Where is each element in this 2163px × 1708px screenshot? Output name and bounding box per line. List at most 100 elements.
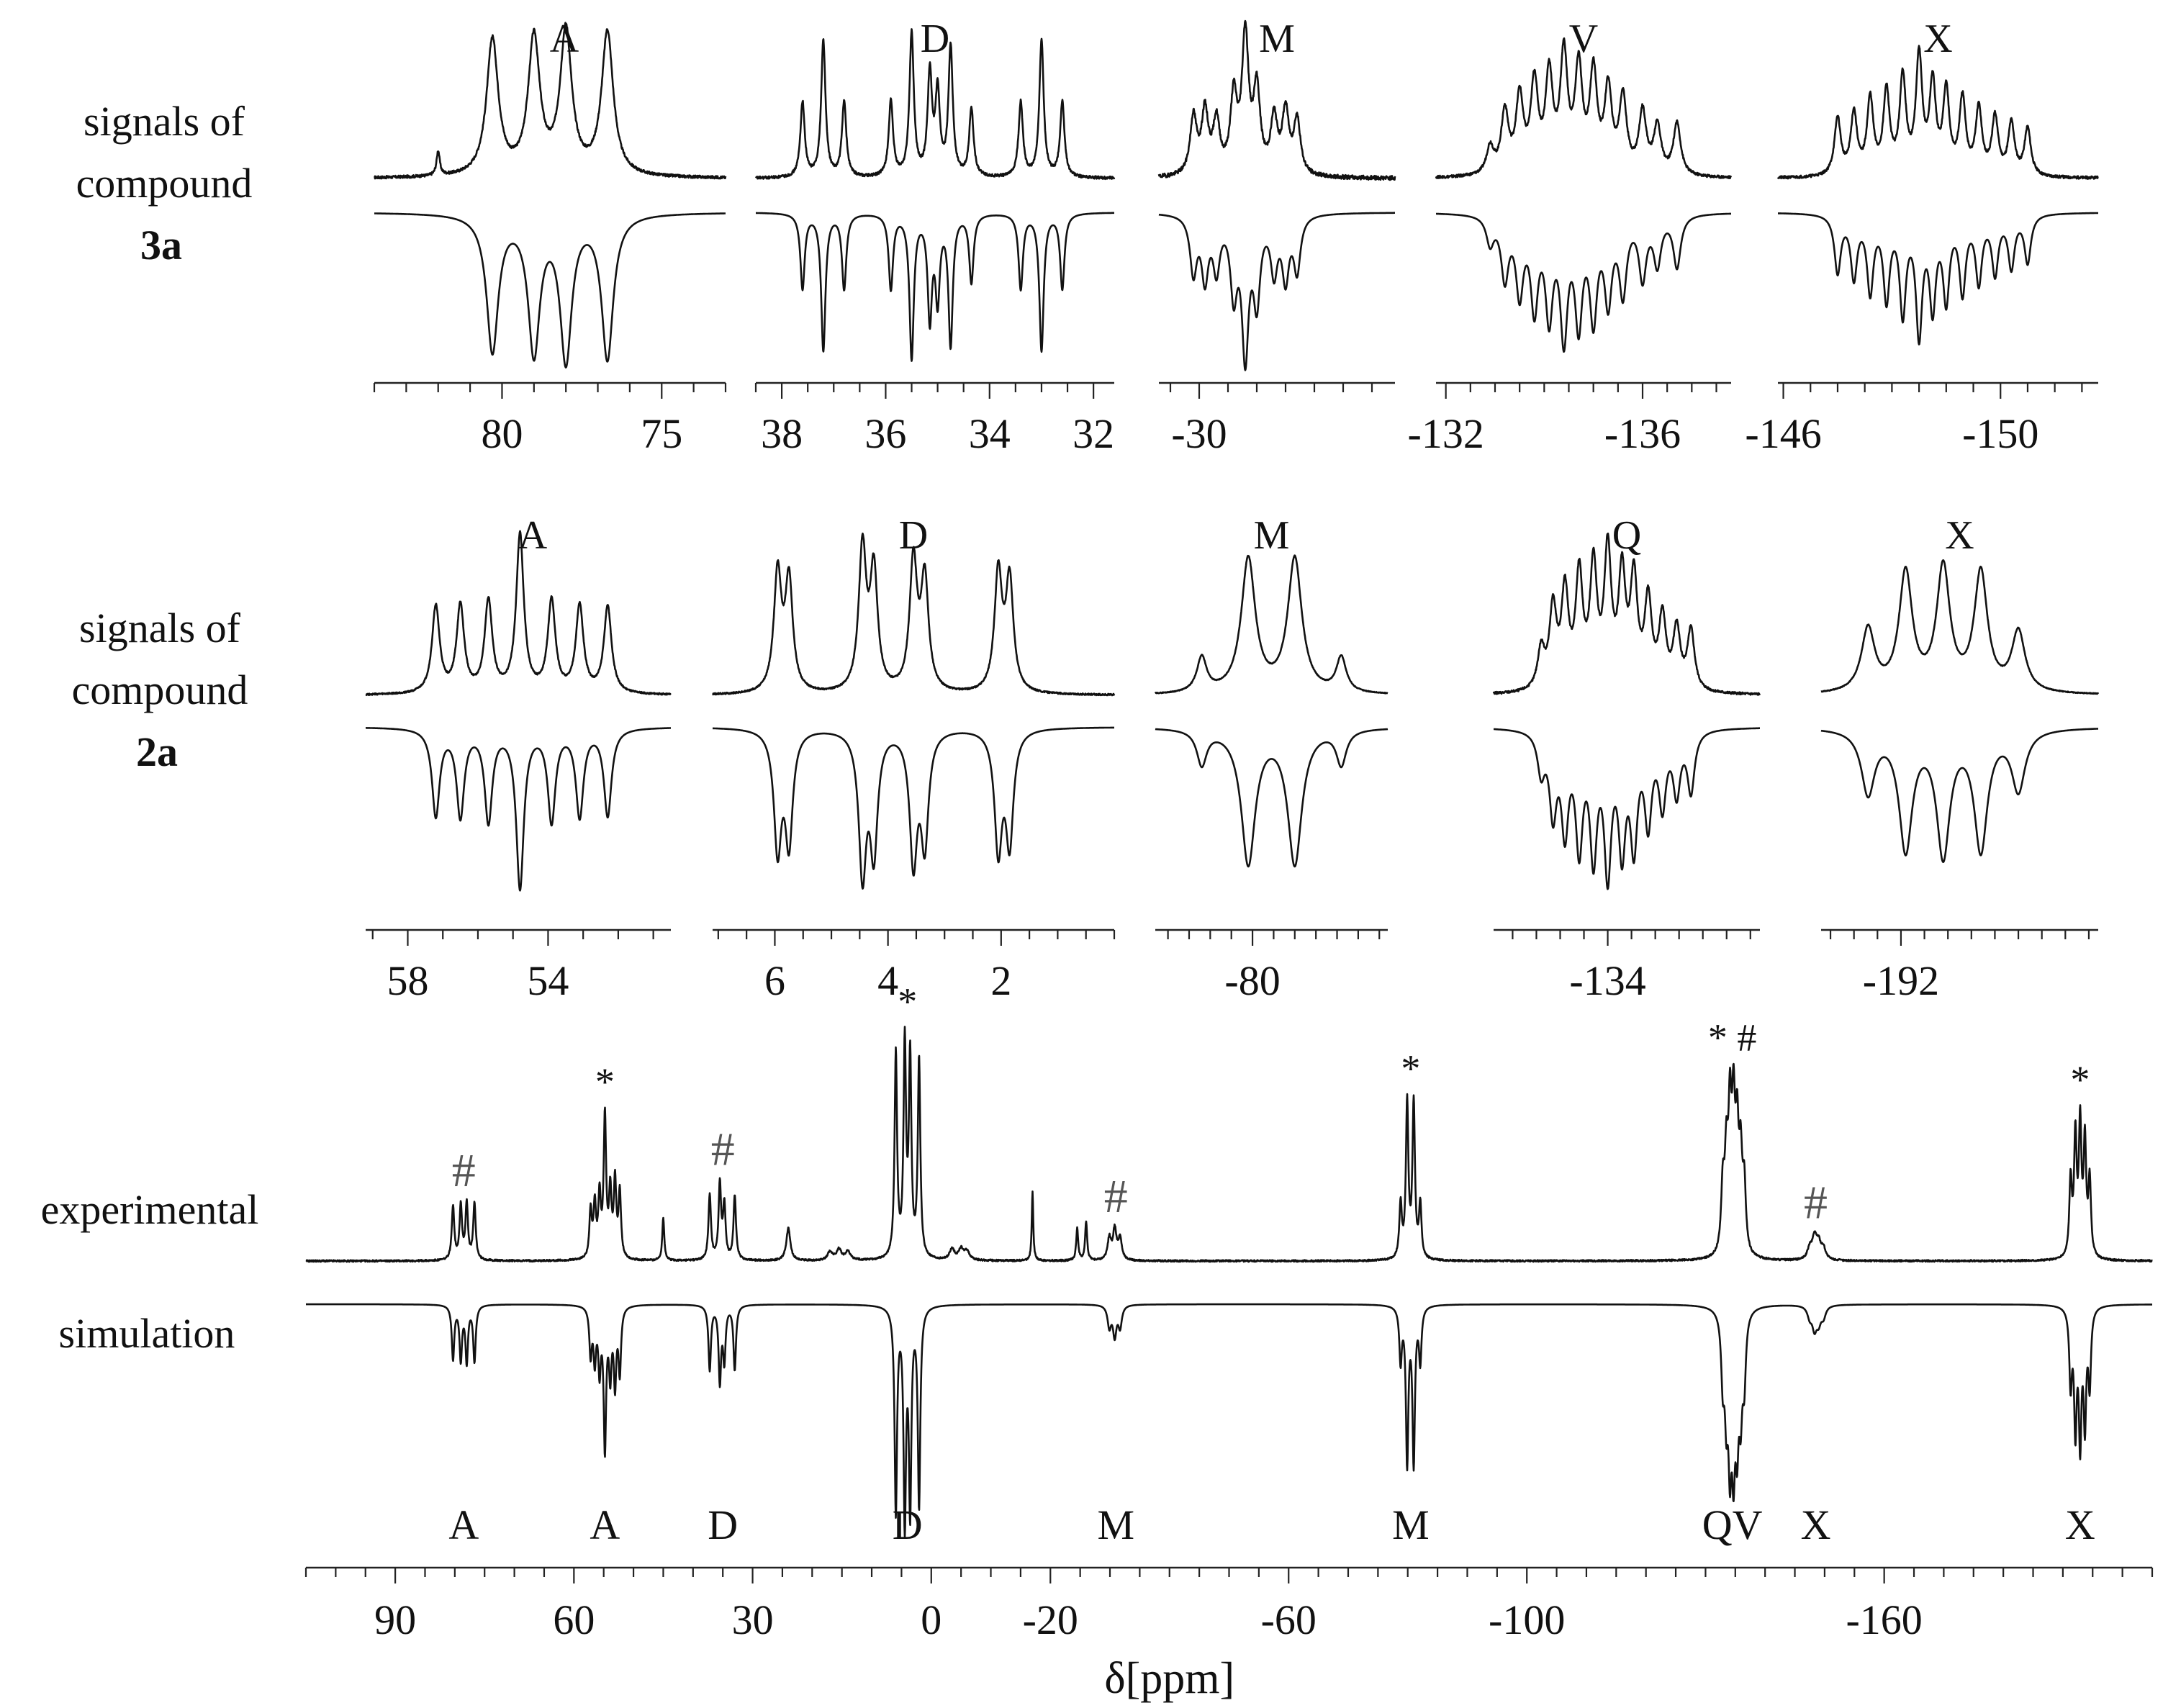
panel-d-tick-label: 34 xyxy=(969,410,1011,457)
panel-a-tick-label: 75 xyxy=(641,410,682,457)
panel-label: M xyxy=(1254,513,1290,558)
panel-d-tick-label: 38 xyxy=(761,410,803,457)
simulation-trace xyxy=(374,212,726,369)
simulation-label: simulation xyxy=(59,1310,235,1357)
experimental-trace xyxy=(1154,554,1388,695)
peak-marker: * xyxy=(1401,1047,1420,1090)
full-tick-label: 0 xyxy=(921,1596,941,1643)
row2-label: signals of compound 2a xyxy=(72,605,248,775)
full-tick-label: -20 xyxy=(1023,1596,1078,1643)
panel-label: V xyxy=(1569,17,1598,61)
panel-q: Q -134 xyxy=(1492,513,1761,1004)
spin-label: QV xyxy=(1702,1501,1763,1548)
spin-label: M xyxy=(1392,1501,1430,1548)
row1-label-line2: compound xyxy=(76,160,253,207)
row1-label: signals of compound 3a xyxy=(76,98,253,268)
row2-label-line3: 2a xyxy=(136,728,178,775)
experimental-trace xyxy=(712,532,1116,697)
panel-a-tick-label: 54 xyxy=(527,957,569,1004)
panel-d: D6 4 2 xyxy=(712,513,1116,1004)
x-axis-title: δ[ppm] xyxy=(1104,1654,1234,1703)
panel-a: A 58 54 xyxy=(365,513,672,1004)
simulation-trace xyxy=(1820,728,2099,863)
full-tick-label: 30 xyxy=(732,1596,774,1643)
spin-label: X xyxy=(2065,1501,2095,1548)
peak-marker: # xyxy=(1104,1170,1128,1223)
panel-d-tick-label: 2 xyxy=(990,957,1011,1004)
full-tick-label: 90 xyxy=(374,1596,416,1643)
row2-label-line1: signals of xyxy=(79,605,241,651)
panel-d-tick-label: 6 xyxy=(764,957,785,1004)
spin-label: D xyxy=(893,1501,923,1548)
spin-label: X xyxy=(1801,1501,1831,1548)
panel-v-tick-label: -136 xyxy=(1604,410,1681,457)
panel-d-tick-label: 36 xyxy=(864,410,906,457)
panel-d: D 38 36 34 32 xyxy=(754,17,1116,457)
panel-x: X -192 xyxy=(1820,513,2100,1004)
simulation-trace xyxy=(755,212,1115,362)
full-tick-label: -160 xyxy=(1846,1596,1922,1643)
spin-label: A xyxy=(590,1501,620,1548)
panel-a-tick-label: 58 xyxy=(387,957,428,1004)
row1-label-line1: signals of xyxy=(83,98,245,145)
peak-marker: # xyxy=(1804,1176,1828,1229)
panel-m-tick-label: -80 xyxy=(1224,957,1280,1004)
spin-label: A xyxy=(448,1501,479,1548)
simulation-trace xyxy=(1435,212,1732,353)
full-simulation-trace xyxy=(305,1303,2153,1539)
experimental-trace xyxy=(365,530,672,696)
experimental-label: experimental xyxy=(41,1186,259,1233)
simulation-trace xyxy=(365,727,672,892)
experimental-trace xyxy=(754,28,1116,181)
row2-label-line2: compound xyxy=(72,667,248,713)
simulation-trace xyxy=(1777,212,2099,345)
experimental-trace xyxy=(1820,559,2100,695)
peak-marker: * xyxy=(2070,1058,2090,1101)
full-spectrum: 90 60 30 0 -20 -60 -100 -160 # * # * # * * # # * A A D D M M QV… xyxy=(304,980,2154,1703)
experimental-trace xyxy=(1157,19,1396,181)
simulation-trace xyxy=(1158,212,1396,371)
spin-label: M xyxy=(1098,1501,1135,1548)
full-tick-label: 60 xyxy=(553,1596,595,1643)
panel-d-tick-label: 4 xyxy=(877,957,898,1004)
panel-label: A xyxy=(518,513,548,558)
panel-label: M xyxy=(1259,17,1295,61)
peak-marker: * xyxy=(898,980,917,1023)
panel-x-tick-label: -192 xyxy=(1863,957,1939,1004)
panel-a-tick-label: 80 xyxy=(481,410,523,457)
panel-m: M -80 xyxy=(1154,513,1388,1004)
peak-marker: # xyxy=(452,1144,476,1197)
experimental-trace xyxy=(1776,45,2099,180)
panel-x-tick-label: -150 xyxy=(1962,410,2038,457)
panel-m-tick-label: -30 xyxy=(1171,410,1227,457)
panel-label: Q xyxy=(1612,513,1641,558)
full-experimental-trace xyxy=(305,1026,2153,1263)
panel-q-tick-label: -134 xyxy=(1569,957,1645,1004)
peak-marker: * # xyxy=(1708,1016,1757,1059)
peak-marker: # xyxy=(711,1123,735,1175)
panel-label: X xyxy=(1923,17,1952,61)
row1-label-line3: 3a xyxy=(140,222,182,268)
panel-x-tick-label: -146 xyxy=(1745,410,1821,457)
panel-label: D xyxy=(921,17,949,61)
panel-v-tick-label: -132 xyxy=(1408,410,1484,457)
experimental-trace xyxy=(1435,37,1733,179)
panel-a: A80 75 xyxy=(373,17,727,457)
panel-d-tick-label: 32 xyxy=(1073,410,1114,457)
full-tick-label: -100 xyxy=(1489,1596,1565,1643)
full-tick-label: -60 xyxy=(1261,1596,1317,1643)
peak-marker: * xyxy=(595,1060,615,1103)
row3-labels: experimental simulation xyxy=(41,1186,259,1357)
simulation-trace xyxy=(1493,727,1761,890)
panel-x: X -146 -150 xyxy=(1745,17,2099,457)
panel-v: V -132 -136 xyxy=(1408,17,1733,457)
experimental-trace xyxy=(374,22,727,180)
simulation-trace xyxy=(712,726,1115,890)
spin-label: D xyxy=(708,1501,738,1548)
experimental-trace xyxy=(1492,533,1761,696)
panel-m: M -30 xyxy=(1157,17,1396,457)
panel-label: X xyxy=(1945,513,1974,558)
